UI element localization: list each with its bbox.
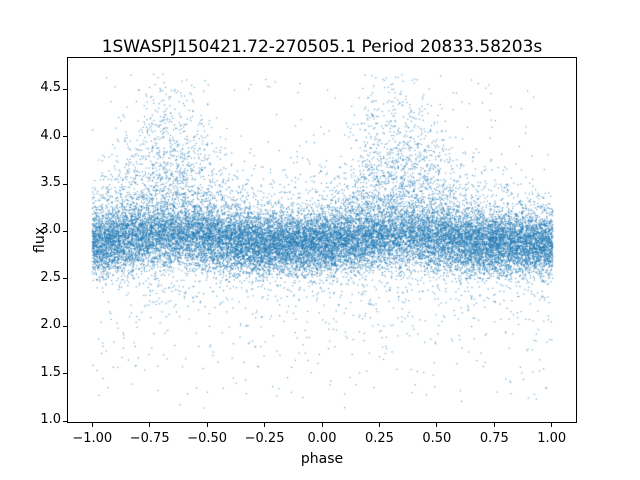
y-tick-label: 2.5: [40, 269, 61, 285]
y-tick-mark: [63, 373, 67, 375]
y-tick-mark: [63, 136, 67, 138]
y-tick-label: 4.0: [40, 127, 61, 143]
y-tick-label: 3.0: [40, 222, 61, 238]
y-tick-mark: [63, 420, 67, 422]
x-tick-label: 0.50: [422, 431, 452, 446]
x-tick-mark: [551, 423, 553, 427]
x-tick-label: −0.75: [129, 431, 170, 446]
x-tick-label: 0.75: [479, 431, 509, 446]
y-tick-label: 1.5: [40, 364, 61, 380]
x-tick-label: 0.25: [364, 431, 394, 446]
y-tick-mark: [63, 278, 67, 280]
x-tick-mark: [91, 423, 93, 427]
x-tick-mark: [378, 423, 380, 427]
x-tick-mark: [206, 423, 208, 427]
y-tick-mark: [63, 230, 67, 232]
y-tick-label: 2.0: [40, 317, 61, 333]
x-tick-mark: [264, 423, 266, 427]
x-tick-mark: [493, 423, 495, 427]
axes-frame: [67, 57, 577, 423]
x-tick-label: −0.50: [187, 431, 228, 446]
x-tick-label: −1.00: [72, 431, 113, 446]
y-tick-label: 3.5: [40, 175, 61, 191]
x-tick-mark: [436, 423, 438, 427]
y-tick-label: 4.5: [40, 80, 61, 96]
x-tick-label: −0.25: [244, 431, 285, 446]
x-tick-label: 1.00: [537, 431, 567, 446]
y-tick-mark: [63, 325, 67, 327]
plot-title: 1SWASPJ150421.72-270505.1 Period 20833.5…: [101, 37, 543, 57]
x-tick-mark: [149, 423, 151, 427]
y-tick-mark: [63, 88, 67, 90]
x-tick-label: 0.00: [307, 431, 337, 446]
x-axis-label: phase: [300, 451, 344, 467]
y-tick-mark: [63, 183, 67, 185]
y-tick-label: 1.0: [40, 412, 61, 428]
x-tick-mark: [321, 423, 323, 427]
